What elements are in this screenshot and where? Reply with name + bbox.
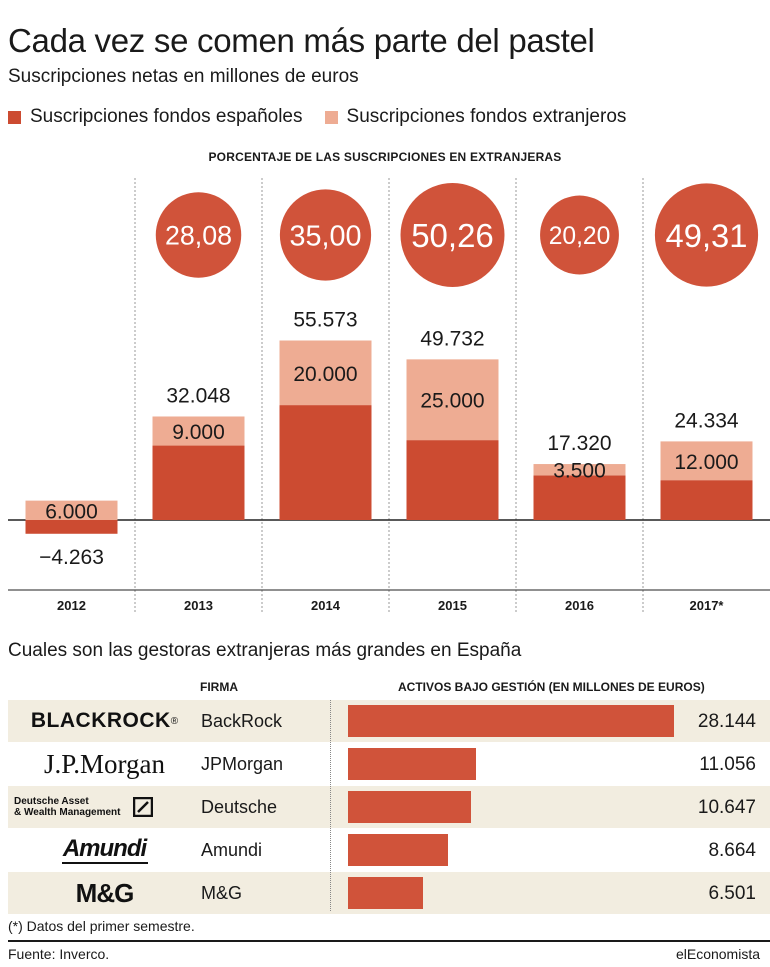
percent-label: 49,31 (666, 217, 748, 254)
legend-swatch-spanish (8, 110, 21, 124)
foreign-value-label: 6.000 (45, 500, 98, 523)
deutsche-logo-text: Deutsche Asset & Wealth Management (14, 796, 121, 818)
foreign-value-label: 20.000 (293, 363, 357, 386)
source: Fuente: Inverco. (8, 946, 110, 962)
firm-bar (348, 705, 674, 737)
footer-rule (8, 940, 770, 942)
table-row: BLACKROCK ® BackRock 28.144 (8, 700, 770, 742)
negative-value-label: −4.263 (39, 546, 104, 569)
firm-name: BackRock (201, 711, 283, 731)
percent-circle (400, 183, 505, 287)
chart-subtitle: Suscripciones netas en millones de euros (8, 66, 359, 87)
chart-title: Cada vez se comen más parte del pastel (8, 22, 595, 59)
total-value-label: 17.320 (547, 432, 611, 455)
percent-circle (155, 192, 242, 278)
legend: Suscripciones fondos españoles Suscripci… (8, 106, 648, 128)
firm-value: 6.501 (708, 883, 756, 904)
table-row: Deutsche Asset & Wealth Management Deuts… (8, 786, 770, 828)
bar-foreign (533, 464, 626, 476)
percent-heading: PORCENTAJE DE LAS SUSCRIPCIONES EN EXTRA… (208, 150, 562, 164)
column-header-firm: FIRMA (200, 680, 238, 694)
deutsche-logo-line-2: & Wealth Management (14, 807, 121, 818)
bar-spanish (152, 445, 245, 520)
bar-foreign (25, 500, 118, 520)
bar-foreign (406, 359, 499, 441)
year-label: 2016 (565, 598, 594, 613)
foreign-value-label: 25.000 (420, 390, 484, 413)
subscriptions-chart: 6.000 −4.263 2012 9.000 32.048 2013 28,08 20.00… (8, 178, 770, 613)
legend-item-spanish: Suscripciones fondos españoles (8, 106, 303, 128)
total-value-label: 32.048 (166, 384, 230, 407)
year-label: 2015 (438, 598, 467, 613)
mg-logo: M&G (12, 872, 197, 914)
registered-mark: ® (170, 715, 179, 727)
amundi-logo: Amundi (12, 829, 197, 871)
amundi-underline (61, 861, 148, 864)
percent-label: 35,00 (290, 220, 362, 252)
deutsche-logo: Deutsche Asset & Wealth Management (12, 786, 197, 828)
total-value-label: 24.334 (674, 409, 739, 432)
foreign-value-label: 12.000 (674, 451, 738, 474)
bar-foreign (279, 340, 372, 406)
firm-value: 28.144 (697, 711, 756, 732)
year-label: 2014 (311, 598, 341, 613)
blackrock-logo: BLACKROCK ® (12, 700, 197, 742)
brand: elEconomista (675, 946, 760, 962)
percent-circle (279, 189, 372, 281)
percent-label: 50,26 (411, 217, 494, 254)
total-value-label: 49.732 (420, 327, 484, 350)
legend-label-foreign: Suscripciones fondos extranjeros (346, 106, 627, 127)
year-label: 2012 (57, 598, 86, 613)
year-label: 2013 (184, 598, 213, 613)
firm-value: 10.647 (697, 797, 756, 818)
jpmorgan-logo-text: J.P.Morgan (43, 748, 166, 779)
footnote: (*) Datos del primer semestre. (8, 918, 195, 934)
blackrock-logo-text: BLACKROCK (30, 709, 171, 732)
firm-value: 11.056 (699, 754, 756, 775)
table-row: Amundi Amundi 8.664 (8, 829, 770, 871)
firm-name: Amundi (201, 840, 263, 860)
foreign-value-label: 3.500 (553, 460, 606, 483)
firm-name: Deutsche (201, 797, 278, 817)
bar-foreign (660, 441, 753, 481)
table-row: M&G M&G 6.501 (8, 872, 770, 914)
bar-spanish (533, 475, 626, 520)
deutsche-logo-line-1: Deutsche Asset (14, 796, 89, 807)
firm-bar (348, 834, 449, 866)
firm-bar (348, 877, 424, 909)
table-divider (330, 700, 331, 911)
legend-label-spanish: Suscripciones fondos españoles (30, 106, 303, 127)
firm-bar (348, 748, 477, 780)
amundi-logo-text: Amundi (62, 834, 147, 862)
firm-name: JPMorgan (201, 754, 284, 774)
table-row: J.P.Morgan JPMorgan 11.056 (8, 743, 770, 785)
column-header-assets: ACTIVOS BAJO GESTIÓN (EN MILLONES DE EUR… (398, 680, 705, 694)
percent-label: 28,08 (165, 221, 232, 251)
year-label: 2017* (690, 598, 725, 613)
percent-circle (540, 195, 619, 275)
legend-item-foreign: Suscripciones fondos extranjeros (324, 106, 627, 128)
bar-spanish (25, 520, 118, 534)
section2-title: Cuales son las gestoras extranjeras más … (8, 640, 522, 661)
bar-spanish (660, 480, 753, 520)
percent-label: 20,20 (549, 223, 611, 250)
bar-foreign (152, 416, 245, 446)
firm-name: M&G (201, 883, 243, 903)
bar-spanish (406, 440, 499, 520)
firm-value: 8.664 (708, 840, 756, 861)
deutsche-slash-icon (132, 797, 153, 817)
foreign-value-label: 9.000 (172, 421, 225, 444)
firm-bar (348, 791, 472, 823)
jpmorgan-logo: J.P.Morgan (12, 743, 197, 785)
bar-spanish (279, 405, 372, 520)
percent-circle (654, 183, 759, 287)
legend-swatch-foreign (324, 110, 338, 124)
total-value-label: 55.573 (293, 308, 357, 331)
mg-logo-text: M&G (75, 877, 135, 908)
